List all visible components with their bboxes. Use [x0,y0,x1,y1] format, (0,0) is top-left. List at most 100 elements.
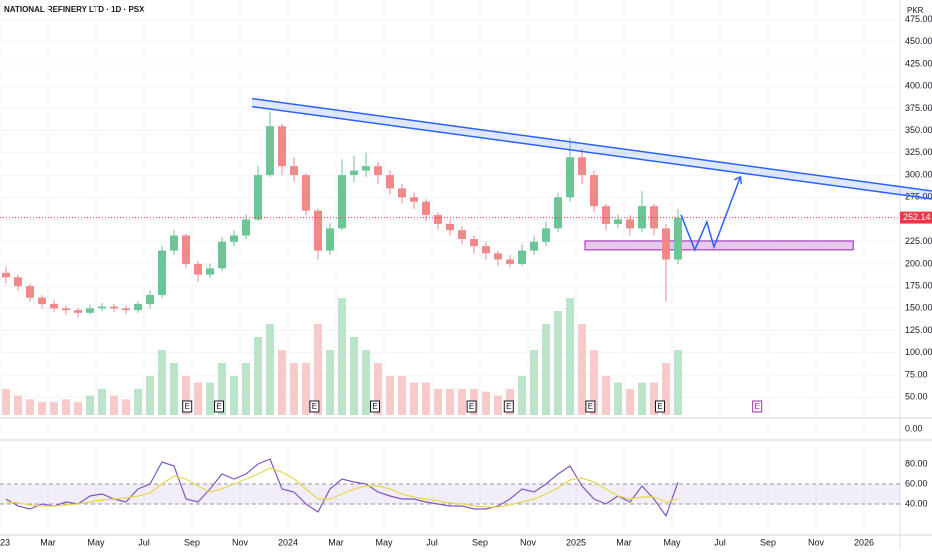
rsi-band [0,484,900,504]
candle-body [290,166,298,176]
volume-bar [50,402,58,415]
candle-body [326,228,334,251]
earnings-marker [309,400,320,413]
candle-body [518,250,526,264]
volume-bar [194,382,202,415]
candle-body [314,210,322,251]
volume-bar [566,298,574,415]
candle-body [14,277,22,287]
chart-title: NATIONAL REFINERY LTD · 1D · PSX [4,5,145,14]
volume-bar [314,324,322,415]
volume-bar [482,391,490,415]
candle-body [266,126,274,176]
earnings-label: E [216,402,221,411]
earnings-marker [752,400,763,413]
volume-bar [74,402,82,415]
x-tick-label: Sep [760,537,776,547]
volume-bar [410,382,418,415]
volume-bar [494,395,502,415]
y-tick-label: 225.00 [905,236,932,246]
candle-body [410,197,418,202]
volume-bar [338,298,346,415]
x-tick-label: Sep [184,537,200,547]
candle-body [386,175,394,189]
volume-bar [122,399,130,415]
y-tick-label: 300.00 [905,169,932,179]
x-tick-label: 2026 [854,537,874,547]
candle-body [482,246,490,254]
candle-body [242,219,250,236]
volume-bar [98,389,106,415]
candle-body [110,306,118,309]
volume-bar [266,324,274,415]
candle-body [194,263,202,275]
x-tick-label: Jul [138,537,150,547]
earnings-label: E [312,402,317,411]
x-tick-label: Mar [616,537,632,547]
volume-bar [614,382,622,415]
volume-bar [638,382,646,415]
volume-bar [26,399,34,415]
earnings-marker [466,400,477,413]
volume-bar [242,363,250,415]
volume-bar [662,363,670,415]
y-tick-label: 200.00 [905,258,932,268]
volume-bar [302,363,310,415]
x-tick-label: Jul [714,537,726,547]
x-tick-label: May [663,537,681,547]
candle-body [170,235,178,251]
volume-bar [278,350,286,415]
support-zone [584,240,854,251]
earnings-label: E [755,402,760,411]
y-tick-label: 100.00 [905,347,932,357]
x-tick-label: Nov [808,537,825,547]
y-tick-label: 475.00 [905,14,932,24]
candle-body [86,308,94,313]
candle-body [398,188,406,198]
x-tick-label: Nov [520,537,537,547]
candle-body [302,175,310,211]
volume-bar [170,363,178,415]
volume-bar [2,389,10,415]
earnings-label: E [657,402,662,411]
x-tick-label: Sep [472,537,488,547]
candle-body [554,197,562,229]
x-tick-label: Nov [232,537,249,547]
volume-bar [38,402,46,415]
candle-body [506,259,514,264]
volume-bar [422,382,430,415]
y-tick-label: 60.00 [905,478,928,488]
candle-body [254,175,262,220]
volume-bar [146,376,154,415]
earnings-label: E [469,402,474,411]
volume-bar [626,389,634,415]
candle-body [122,308,130,311]
candle-body [542,228,550,242]
volume-bar [290,363,298,415]
candle-body [458,230,466,240]
candle-body [218,241,226,269]
volume-bar [230,376,238,415]
candle-body [182,235,190,264]
volume-bar [158,350,166,415]
volume-bar [14,395,22,415]
y-tick-label: 150.00 [905,303,932,313]
volume-bar [674,350,682,415]
x-tick-label: 2024 [278,537,298,547]
volume-bar [134,389,142,415]
x-tick-label: Mar [328,537,344,547]
volume-bar [458,389,466,415]
y-tick-label: 425.00 [905,58,932,68]
last-price-box [900,211,932,224]
x-tick-label: May [375,537,393,547]
earnings-marker [585,400,596,413]
candle-body [206,268,214,275]
rsi-line [5,458,679,518]
volume-bar [362,350,370,415]
y-tick-label: 0.00 [905,423,923,433]
volume-bar [518,376,526,415]
candle-body [662,228,670,260]
volume-bar [578,324,586,415]
candle-body [26,286,34,298]
